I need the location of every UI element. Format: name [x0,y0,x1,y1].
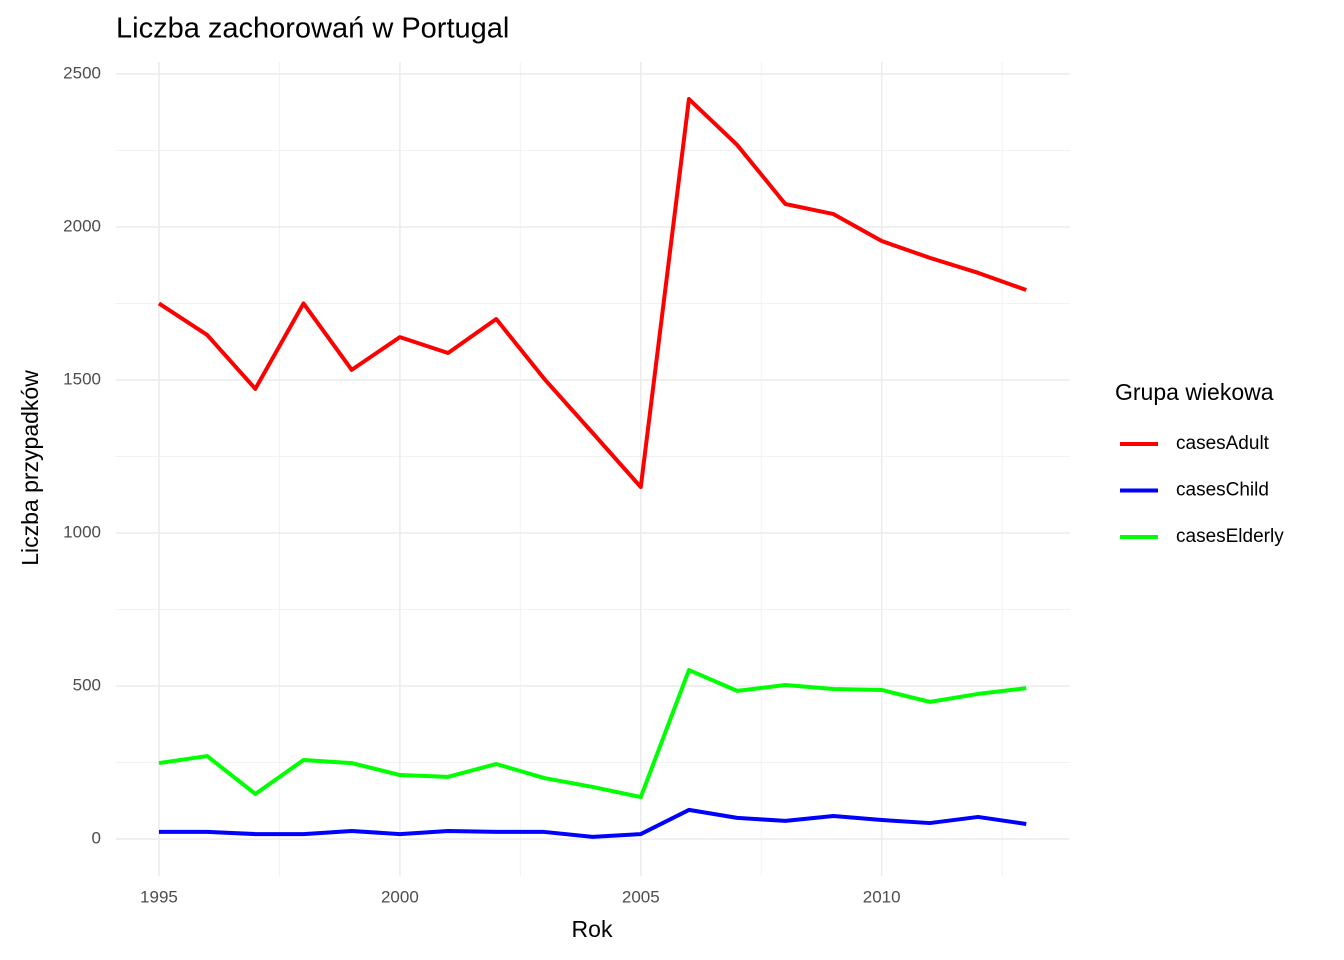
chart-title: Liczba zachorowań w Portugal [116,13,509,45]
x-tick-label: 2005 [622,887,660,906]
legend-label: casesChild [1176,480,1269,501]
series-line [158,807,1027,839]
y-tick-label: 2500 [63,63,101,82]
x-axis-label: Rok [572,916,613,942]
legend-title: Grupa wiekowa [1115,379,1274,405]
x-tick-label: 1995 [140,887,178,906]
legend-label: casesAdult [1176,433,1270,454]
legend-label: casesElderly [1176,526,1284,547]
y-axis-label: Liczba przypadków [17,370,43,566]
y-tick-label: 2000 [63,216,101,235]
y-tick-label: 1500 [63,369,101,388]
y-tick-label: 0 [92,828,101,847]
y-tick-label: 500 [73,675,101,694]
series-line [157,97,1027,490]
x-tick-label: 2000 [381,887,419,906]
series-line [158,668,1027,800]
x-tick-label: 2010 [863,887,901,906]
y-tick-label: 1000 [63,522,101,541]
